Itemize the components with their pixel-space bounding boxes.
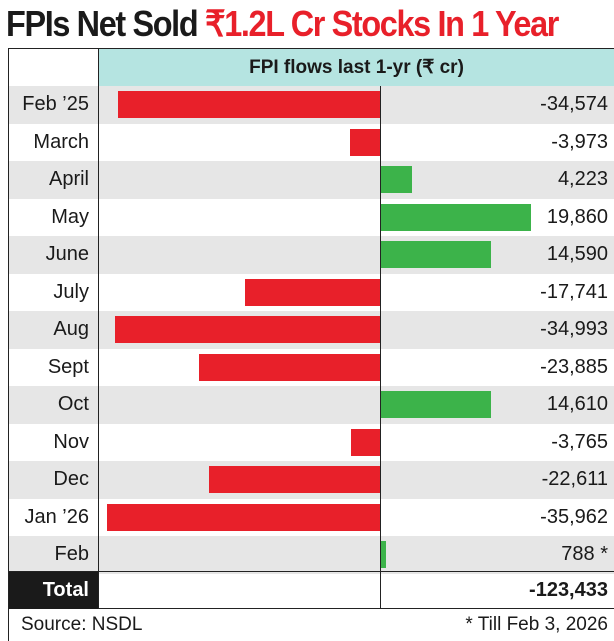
value-label: -23,885 (540, 355, 608, 378)
positive-bar (380, 391, 491, 418)
value-label: -34,993 (540, 318, 608, 340)
value-label: 14,610 (546, 393, 608, 415)
category-label: July (53, 280, 89, 303)
category-label: April (48, 168, 89, 190)
table-row: Sept -23,885 (9, 349, 614, 387)
column-header: FPI flows last 1-yr (₹ cr) (98, 49, 614, 88)
negative-bar (107, 503, 380, 531)
value-label: -35,962 (540, 505, 608, 528)
category-label: May (51, 205, 89, 228)
table-row: July -17,741 (9, 274, 614, 312)
category-label: June (45, 243, 89, 265)
value-label: 14,590 (546, 243, 608, 265)
table-row: April 4,223 (9, 161, 614, 199)
source-text: Source: NSDL (21, 614, 143, 635)
category-label: Feb (54, 543, 89, 565)
table-row: May 19,860 (9, 199, 614, 237)
footer: Source: NSDL * Till Feb 3, 2026 (8, 609, 614, 641)
chart-title: FPIs Net Sold ₹1.2L Cr Stocks In 1 Year (6, 3, 559, 44)
table-row: June 14,590 (9, 236, 614, 274)
table-row: Dec -22,611 (9, 461, 614, 499)
table-row: Nov -3,765 (9, 424, 614, 462)
footnote: * Till Feb 3, 2026 (465, 614, 608, 635)
value-label: -3,765 (551, 430, 608, 453)
value-label: -34,574 (540, 93, 608, 115)
value-label: -22,611 (541, 468, 608, 490)
positive-bar (380, 166, 413, 193)
value-label: -17,741 (540, 280, 608, 303)
data-table: FPI flows last 1-yr (₹ cr) Feb ’25 -34,57… (8, 48, 614, 609)
table-row: Aug -34,993 (9, 311, 614, 349)
zero-axis (380, 86, 381, 608)
negative-bar (208, 466, 380, 493)
total-value: -123,433 (529, 579, 608, 601)
negative-bar (351, 428, 380, 456)
category-label: Feb ’25 (22, 93, 89, 115)
positive-bar (380, 541, 386, 568)
label-divider (98, 86, 99, 608)
table-row: Feb 788 * (9, 536, 614, 574)
negative-bar (349, 128, 380, 156)
table-row: March -3,973 (9, 124, 614, 162)
total-row: Total -123,433 (9, 571, 614, 609)
category-label: Jan ’26 (24, 505, 90, 528)
negative-bar (198, 353, 380, 381)
total-label: Total (9, 572, 98, 609)
category-label: March (33, 130, 89, 153)
value-label: 19,860 (546, 205, 608, 228)
table-row: Oct 14,610 (9, 386, 614, 424)
category-label: Dec (53, 468, 89, 490)
value-label: 788 * (561, 543, 608, 565)
negative-bar (245, 278, 380, 306)
positive-bar (380, 241, 491, 268)
table-row: Feb ’25 -34,574 (9, 86, 614, 124)
value-label: -3,973 (551, 130, 608, 153)
positive-bar (380, 203, 531, 231)
category-label: Sept (47, 355, 89, 378)
negative-bar (114, 316, 380, 343)
value-label: 4,223 (557, 168, 608, 190)
table-row: Jan ’26 -35,962 (9, 499, 614, 537)
negative-bar (117, 91, 380, 118)
category-label: Nov (53, 430, 89, 453)
category-label: Aug (53, 318, 89, 340)
category-label: Oct (57, 393, 89, 415)
